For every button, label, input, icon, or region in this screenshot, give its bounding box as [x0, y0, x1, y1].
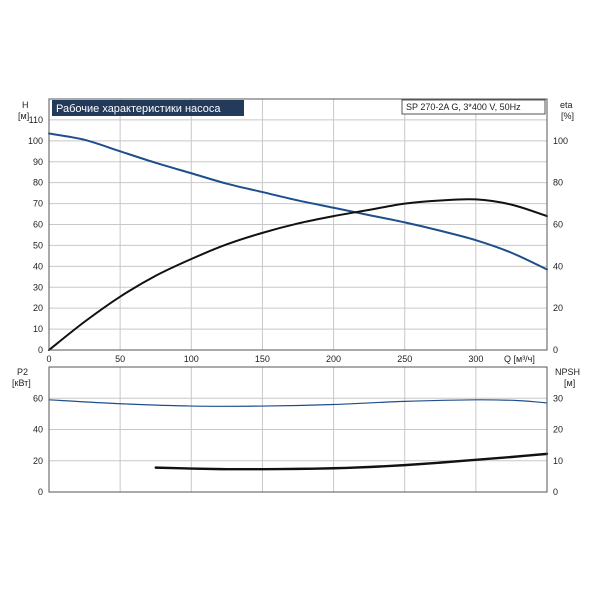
- x-tick-label: 250: [397, 354, 412, 364]
- y-left-unit-upper: [м]: [18, 111, 29, 121]
- x-axis-label: Q [м³/ч]: [504, 354, 535, 364]
- lower-grid: [49, 367, 547, 492]
- y-left-tick-label: 10: [33, 324, 43, 334]
- x-tick-label: 0: [46, 354, 51, 364]
- y-right-tick-label: 80: [553, 178, 563, 188]
- y-right-tick-label: 100: [553, 136, 568, 146]
- x-tick-label: 200: [326, 354, 341, 364]
- upper-series: [48, 132, 548, 351]
- x-tick-label: 300: [468, 354, 483, 364]
- y-left-tick-label: 30: [33, 282, 43, 292]
- y-right-label-upper: eta: [560, 100, 573, 110]
- y-right-unit-lower: [м]: [564, 378, 575, 388]
- y-right-tick-label: 30: [553, 393, 563, 403]
- lower-panel: 0 20 40 60 0 10 20 30 P2 [кВт] NPSH [м]: [12, 366, 580, 497]
- y-right-label-lower: NPSH: [555, 367, 580, 377]
- y-left-tick-label: 60: [33, 393, 43, 403]
- y-right-tick-label: 20: [553, 425, 563, 435]
- y-right-tick-label: 10: [553, 456, 563, 466]
- x-tick-label: 50: [115, 354, 125, 364]
- chart-title: Рабочие характеристики насоса: [56, 103, 221, 115]
- y-left-tick-label: 70: [33, 199, 43, 209]
- y-left-tick-label: 50: [33, 240, 43, 250]
- series-line-1-0: [48, 399, 548, 407]
- y-left-tick-label: 20: [33, 303, 43, 313]
- y-left-tick-label: 80: [33, 178, 43, 188]
- y-right-tick-label: 0: [553, 487, 558, 497]
- model-label-box: [401, 99, 546, 115]
- upper-tick-labels: 0 10 20 30 40 50 60 70 80 90 100 110 0 20 40 60 80 100 0 50…: [28, 115, 568, 364]
- y-right-unit-upper: [%]: [561, 111, 574, 121]
- series-line-0-0: [48, 132, 548, 271]
- chart-title-box: [52, 100, 244, 116]
- y-left-tick-label: 90: [33, 157, 43, 167]
- series-line-1-1: [154, 452, 549, 471]
- y-right-tick-label: 60: [553, 220, 563, 230]
- series-line-0-1: [48, 198, 548, 351]
- y-right-tick-label: 0: [553, 345, 558, 355]
- upper-frame: [48, 98, 548, 351]
- model-label: SP 270-2A G, 3*400 V, 50Hz: [406, 102, 521, 112]
- y-left-tick-label: 40: [33, 425, 43, 435]
- upper-panel: Рабочие характеристики насоса SP 270-2A …: [18, 98, 574, 364]
- lower-tick-labels: 0 20 40 60 0 10 20 30: [33, 393, 563, 497]
- y-left-label-upper: H: [22, 100, 29, 110]
- y-right-tick-label: 40: [553, 261, 563, 271]
- y-left-unit-lower: [кВт]: [12, 378, 31, 388]
- y-right-tick-label: 20: [553, 303, 563, 313]
- y-left-tick-label: 0: [38, 345, 43, 355]
- x-tick-label: 150: [255, 354, 270, 364]
- upper-grid: [49, 99, 547, 350]
- y-left-label-lower: P2: [17, 367, 28, 377]
- y-left-tick-label: 20: [33, 456, 43, 466]
- y-left-tick-label: 60: [33, 220, 43, 230]
- y-left-tick-label: 40: [33, 261, 43, 271]
- x-tick-label: 100: [184, 354, 199, 364]
- y-left-tick-label: 110: [29, 115, 43, 125]
- lower-series: [48, 399, 549, 471]
- y-left-tick-label: 100: [28, 136, 43, 146]
- lower-frame: [48, 366, 548, 493]
- y-left-tick-label: 0: [38, 487, 43, 497]
